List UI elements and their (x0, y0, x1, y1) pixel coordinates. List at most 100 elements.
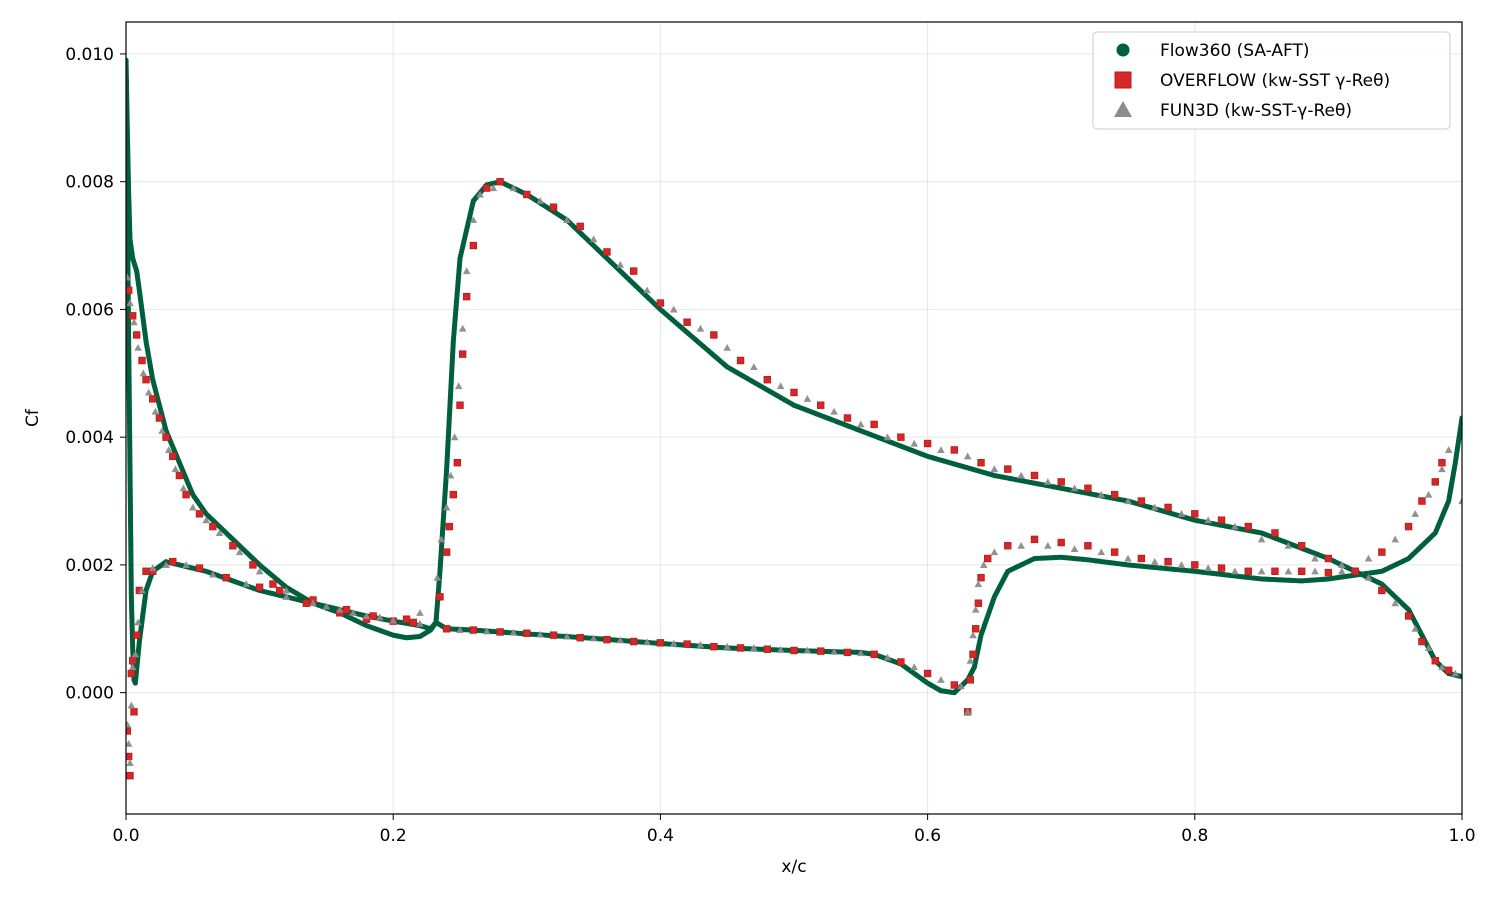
fun3d-point (162, 561, 170, 568)
fun3d-point (830, 647, 838, 655)
fun3d-point (979, 561, 988, 568)
fun3d-point (1411, 624, 1420, 632)
fun3d-point (1097, 548, 1106, 556)
overflow-point (817, 647, 825, 655)
fun3d-point (937, 446, 945, 453)
overflow-point (950, 446, 959, 454)
legend-label: Flow360 (SA-AFT) (1160, 41, 1310, 61)
fun3d-point (1391, 535, 1399, 543)
overflow-point (656, 639, 665, 647)
fun3d-point (202, 516, 210, 524)
overflow-point (817, 401, 825, 409)
overflow-point (843, 414, 852, 422)
fun3d-point (389, 616, 397, 624)
fun3d-point (974, 580, 983, 588)
overflow-point (523, 190, 531, 199)
overflow-point (496, 628, 504, 636)
overflow-point (1164, 503, 1172, 512)
overflow-point (1324, 568, 1333, 577)
fun3d-point (1204, 564, 1212, 572)
overflow-point (1431, 478, 1439, 486)
x-tick-label: 1.0 (1448, 826, 1475, 846)
fun3d-point (910, 663, 919, 671)
fun3d-point (139, 369, 148, 377)
fun3d-point (616, 636, 625, 644)
overflow-point (149, 395, 157, 403)
overflow-point (229, 542, 237, 550)
legend-item: Flow360 (SA-AFT) (1116, 41, 1310, 61)
fun3d-point (969, 631, 977, 639)
overflow-point (1431, 657, 1439, 665)
plot-marks (126, 57, 1462, 780)
overflow-point (436, 593, 444, 601)
fun3d-point (416, 619, 424, 627)
overflow-point (923, 669, 932, 678)
overflow-point (1057, 478, 1065, 486)
overflow-point (1404, 612, 1413, 620)
fun3d-point (126, 299, 134, 307)
x-tick-label: 0.8 (1181, 826, 1208, 846)
fun3d-point (1257, 535, 1266, 543)
fun3d-point (1204, 516, 1212, 524)
fun3d-point (282, 593, 291, 600)
overflow-point (763, 375, 771, 384)
overflow-point (255, 583, 264, 591)
fun3d-point (1177, 510, 1186, 517)
fun3d-point (830, 407, 838, 415)
overflow-point (195, 510, 204, 518)
overflow-point (458, 350, 467, 358)
overflow-point (128, 657, 137, 665)
legend: Flow360 (SA-AFT) OVERFLOW (kw-SST γ-Reθ) F… (1092, 31, 1451, 130)
overflow-point (1030, 535, 1039, 544)
x-tick-label: 0.0 (112, 826, 139, 846)
overflow-point (1030, 471, 1039, 480)
fun3d-point (1097, 490, 1106, 498)
legend-box (1092, 31, 1451, 130)
fun3d-point (1284, 567, 1293, 575)
overflow-point (409, 618, 417, 627)
x-tick-label: 0.2 (380, 826, 407, 846)
fun3d-point (563, 216, 571, 224)
overflow-point (897, 658, 905, 666)
fun3d-point (723, 343, 731, 351)
overflow-point (1271, 529, 1279, 537)
legend-marker-square (1114, 71, 1132, 89)
overflow-point (182, 490, 190, 499)
fun3d-point (643, 286, 651, 294)
overflow-point (971, 625, 980, 633)
fun3d-point (1337, 567, 1346, 575)
fun3d-point (335, 605, 344, 613)
fun3d-point (669, 639, 678, 647)
overflow-point (790, 646, 798, 655)
overflow-point (369, 612, 377, 620)
overflow-point (969, 650, 977, 659)
fun3d-point (1284, 541, 1293, 549)
overflow-point (870, 650, 878, 659)
fun3d-point (164, 446, 173, 453)
fun3d-point (138, 586, 146, 594)
x-tick-label: 0.6 (914, 826, 941, 846)
overflow-point (950, 681, 959, 689)
overflow-point (710, 642, 718, 651)
fun3d-point (963, 452, 972, 460)
overflow-point (1297, 542, 1306, 550)
overflow-point (1164, 558, 1172, 566)
flow360-point (1459, 674, 1462, 680)
fun3d-point (966, 656, 975, 664)
overflow-point (126, 752, 133, 761)
overflow-point (1378, 548, 1386, 556)
overflow-point (1418, 637, 1426, 646)
y-tick-label: 0.000 (65, 684, 114, 704)
overflow-point (269, 580, 277, 588)
overflow-point (843, 648, 852, 657)
fun3d-point (437, 535, 446, 543)
plot-frame (125, 21, 1463, 815)
fun3d-point (126, 273, 132, 281)
fun3d-point (883, 433, 892, 441)
overflow-point (1191, 510, 1199, 518)
overflow-point (736, 356, 745, 365)
overflow-point (469, 626, 478, 634)
overflow-point (128, 312, 137, 320)
fun3d-point (469, 216, 478, 224)
overflow-point (449, 490, 458, 499)
